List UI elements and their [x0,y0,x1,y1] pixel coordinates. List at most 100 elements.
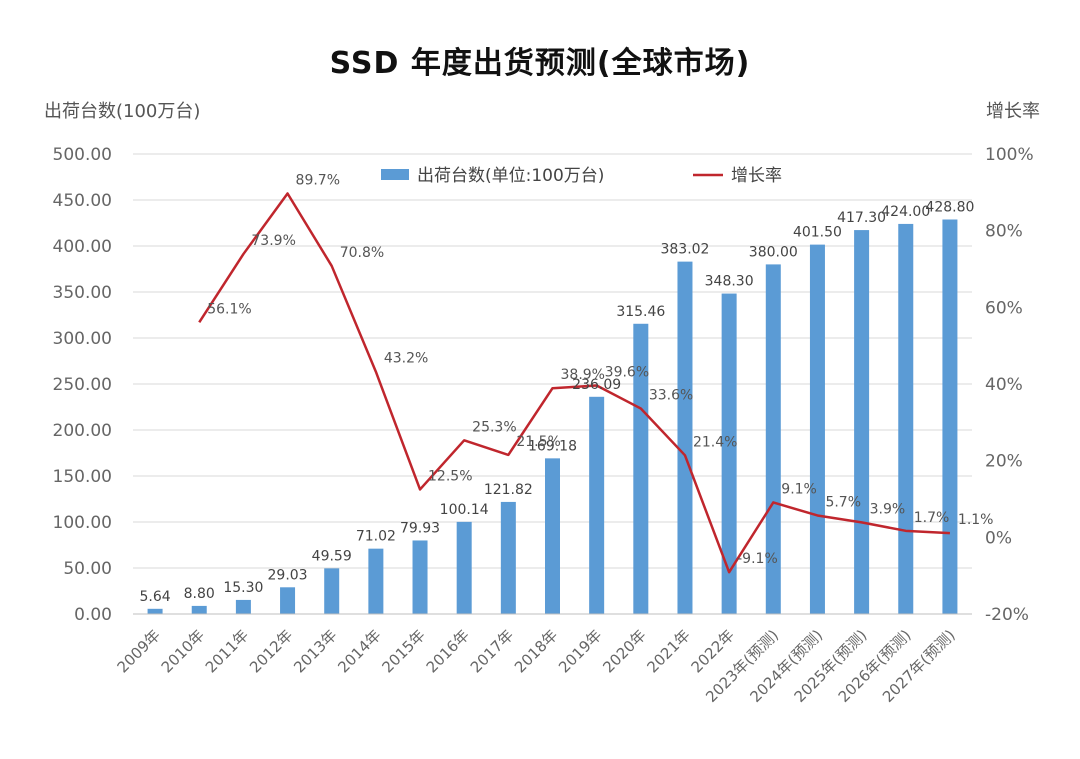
bar [545,458,560,614]
bar [898,223,914,615]
y-right-tick-label: 80% [985,222,1023,242]
y-left-tick-label: 350.00 [53,283,112,303]
bar-data-label: 15.30 [223,580,263,596]
bar-data-label: 49.59 [312,548,352,564]
y-right-tick-label: 0% [985,528,1012,548]
y-left-tick-label: 400.00 [53,237,112,257]
rate-data-label: 1.1% [958,512,994,528]
bar-data-label: 79.93 [400,520,440,536]
x-tick-label: 2019年 [555,626,605,676]
x-tick-label: 2014年 [334,626,384,676]
x-tick-label: 2013年 [290,626,340,676]
x-tick-label: 2012年 [246,626,296,676]
bar [633,323,649,614]
bar [500,501,516,614]
rate-data-label: 38.9% [561,367,605,383]
rate-data-label: 89.7% [296,172,340,188]
bar-data-label: 5.64 [139,589,170,605]
rate-data-label: 56.1% [207,301,251,317]
bar [721,293,737,614]
y-left-tick-label: 500.00 [53,145,112,165]
x-tick-label: 2011年 [202,626,252,676]
y-left-tick-label: 0.00 [74,605,112,625]
bar-data-label: 380.00 [749,244,798,260]
rate-data-label: 9.1% [781,481,817,497]
bar [677,261,693,614]
bar-data-label: 315.46 [616,304,665,320]
y-axis-right-label: 增长率 [986,101,1040,122]
rate-data-label: 33.6% [649,388,693,404]
chart-title: SSD 年度出货预测(全球市场) [329,46,751,81]
y-right-tick-label: 40% [985,375,1023,395]
bar-data-label: 236.09 [572,377,621,393]
rate-data-label: 21.5% [516,434,560,450]
bar [235,599,251,614]
bar-data-label: 71.02 [356,529,396,545]
x-tick-label: 2018年 [511,626,561,676]
bar-data-label: 428.80 [925,200,974,216]
bar [368,548,384,614]
y-left-tick-label: 250.00 [53,375,112,395]
bar-data-label: 121.82 [484,482,533,498]
x-tick-label: 2021年 [643,626,693,676]
x-tick-label: 2016年 [423,626,473,676]
bar-data-label: 401.50 [793,225,842,241]
rate-data-label: 70.8% [340,245,384,261]
x-tick-label: 2017年 [467,626,517,676]
bar [412,540,428,614]
rate-data-label: 73.9% [251,233,295,249]
bar-data-label: 424.00 [881,204,930,220]
x-tick-label: 2020年 [599,626,649,676]
y-axis-left-label: 出荷台数(100万台) [44,101,201,122]
grid-layer [133,153,972,569]
y-left-tick-label: 50.00 [63,559,112,579]
bar [280,587,296,614]
rate-data-label: 43.2% [384,351,428,367]
bar [324,568,340,614]
bar-data-label: 348.30 [705,274,754,290]
rate-data-label: 1.7% [914,510,950,526]
bar-data-label: 29.03 [268,567,308,583]
legend-bar-swatch [381,169,409,180]
rate-data-label: -9.1% [737,551,778,567]
rate-data-label: 25.3% [472,419,516,435]
legend-line-label: 增长率 [731,166,782,186]
bar [456,521,472,614]
rate-data-label: 12.5% [428,468,472,484]
rate-data-label: 5.7% [825,494,861,510]
y-right-tick-label: 20% [985,452,1023,472]
legend-bar-label: 出荷台数(单位:100万台) [417,166,604,186]
axis-layer: 0.00 50.00 100.00 150.00 200.00 250.00 300.00 3… [53,145,1034,706]
y-left-tick-label: 150.00 [53,467,112,487]
bar [191,605,207,614]
y-left-tick-label: 450.00 [53,191,112,211]
x-tick-label: 2009年 [114,626,164,676]
bar [147,608,163,614]
bar-data-label: 8.80 [184,586,215,602]
rate-data-label: 3.9% [870,501,906,517]
x-tick-label: 2010年 [158,626,208,676]
y-right-tick-label: 60% [985,298,1023,318]
bar [589,396,605,614]
y-right-tick-label: -20% [985,605,1029,625]
bar-data-label: 169.18 [528,438,577,454]
rate-data-label: 39.6% [605,365,649,381]
line-layer [198,192,950,574]
bar-data-label: 417.30 [837,210,886,226]
bar-data-label: 100.14 [440,502,489,518]
bar [854,230,870,615]
bar-layer [147,219,958,615]
x-tick-label: 2015年 [379,626,429,676]
bar [765,264,781,614]
y-right-tick-label: 100% [985,145,1034,165]
rate-data-label: 21.4% [693,434,737,450]
y-left-tick-label: 300.00 [53,329,112,349]
bar [942,219,958,614]
bar [809,244,825,614]
y-left-tick-label: 200.00 [53,421,112,441]
y-left-tick-label: 100.00 [53,513,112,533]
legend: 出荷台数(单位:100万台) 增长率 [381,166,782,186]
growth-rate-line [198,192,950,574]
